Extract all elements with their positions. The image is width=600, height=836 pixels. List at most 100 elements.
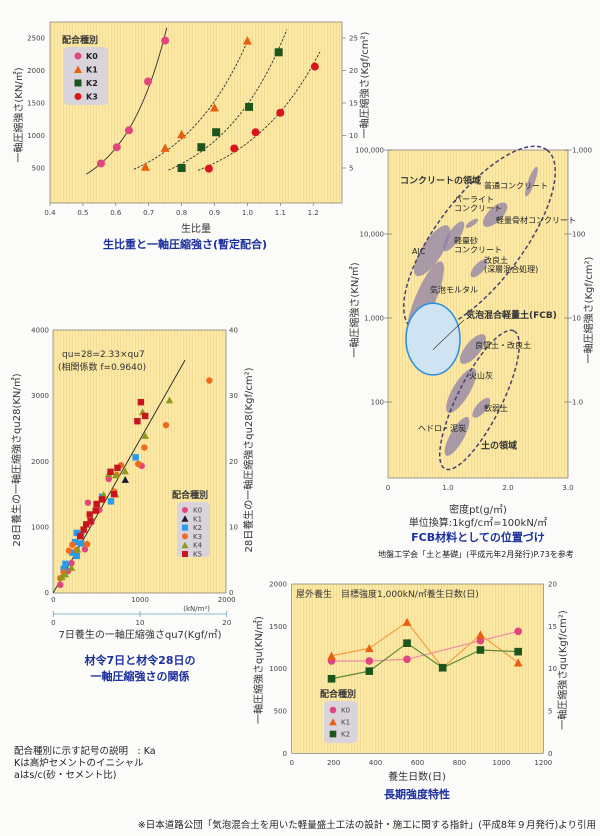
y-axis-label: 一軸圧縮強さ(KN/㎡): [348, 262, 361, 357]
data-point-k0: [57, 581, 64, 589]
x-axis-label: 養生日数(日): [388, 770, 446, 783]
data-point-k5: [107, 468, 114, 476]
data-point-k2: [69, 549, 76, 556]
x-tick-label: 1.2: [308, 209, 319, 217]
fcb-region: [405, 302, 461, 376]
data-point-k0: [476, 636, 485, 645]
data-point-k3: [69, 541, 76, 548]
y-axis-right-label: 28日養生の一軸圧縮強さqu28(Kgf/cm²): [242, 367, 255, 552]
legend-label-k0: K0: [341, 707, 350, 715]
y-tick-label: 1000: [269, 665, 287, 673]
material-blob: [465, 218, 479, 228]
legend-label-k1: K1: [86, 66, 98, 75]
material-blob: [414, 225, 451, 277]
data-point-k3: [83, 540, 91, 548]
y-tick-label: 2000: [27, 67, 45, 75]
data-point-k2: [177, 164, 186, 172]
data-point-k1: [242, 36, 252, 45]
region-label: 土の領域: [481, 439, 517, 451]
legend-marker-k1: [329, 718, 337, 726]
data-point-k5: [134, 418, 141, 425]
legend-label-k2: K2: [341, 731, 350, 739]
legend-label-k3: K3: [193, 533, 202, 541]
y-tick-label: 2000: [31, 458, 49, 466]
legend-marker-k3: [74, 93, 82, 100]
material-label: AlC: [412, 247, 426, 256]
soil-region-outline: [438, 329, 521, 471]
data-point-k0: [514, 627, 522, 636]
y-tick-label: 1500: [269, 623, 287, 631]
data-point-k2: [73, 529, 80, 537]
data-point-k0: [124, 126, 133, 135]
data-point-k0: [96, 159, 105, 168]
data-point-k3: [230, 144, 239, 153]
legend-marker-k0: [329, 706, 337, 714]
material-label: 普通コンクリート: [484, 180, 548, 190]
x-axis-label: 7日養生の一軸圧縮強さqu7(Kgf/㎡): [58, 628, 221, 641]
material-label: コンクリート: [454, 246, 502, 255]
data-point-k4: [61, 570, 70, 578]
chart-fcb-positioning: 密度pt(g/㎥) 単位換算:1kgf/c㎡=100kN/㎡ FCB材料としての…: [348, 145, 595, 559]
fit-curve-k3: [197, 51, 321, 171]
data-point-k0: [105, 475, 112, 483]
data-point-k5: [93, 500, 100, 508]
chart-long-term-strength: 屋外養生 目標強度1,000kN/㎡養生日数(日) 養生日数(日) 長期強度特性…: [252, 580, 569, 801]
x-axis-label: 密度pt(g/㎥): [449, 503, 507, 516]
fcb-label: 気泡混合軽量土(FCB): [466, 309, 557, 321]
material-label: パーライト: [454, 195, 494, 204]
y-right-tick-label: 20: [349, 67, 358, 75]
fcb-leader-line: [432, 319, 465, 350]
x-tick-label: 0: [386, 484, 390, 492]
footer-citation: ※日本道路公団「気泡混合土を用いた軽量盛土工法の設計・施工に関する指針」(平成8…: [138, 819, 596, 831]
x-tick-label: 200: [327, 759, 340, 767]
data-point-k2: [60, 565, 67, 573]
data-point-k3: [141, 444, 148, 451]
x-tick-label: 0: [289, 759, 293, 767]
data-point-k0: [84, 499, 92, 506]
chart-header: 屋外養生 目標強度1,000kN/㎡養生日数(日): [296, 588, 479, 600]
data-point-k1: [476, 630, 485, 639]
legend-label-k5: K5: [193, 551, 202, 559]
y-right-tick-label: 10: [548, 665, 557, 673]
x-unit-label: (kN/m²): [183, 605, 210, 613]
chart-title: FCB材料としての位置づけ: [411, 530, 545, 544]
material-blob: [443, 221, 465, 252]
y-tick-label: 1500: [27, 100, 45, 108]
data-point-k0: [68, 559, 75, 567]
y-right-tick-label: 20: [229, 458, 238, 466]
y-tick-label: 0: [283, 750, 287, 758]
data-point-k2: [71, 538, 79, 546]
y-right-tick-label: 10: [349, 132, 358, 140]
data-point-k2: [107, 498, 115, 505]
legend-label-k0: K0: [193, 507, 202, 515]
x-tick-label: 0: [51, 596, 55, 604]
data-point-k2: [327, 674, 336, 683]
x-tick-label: 1.1: [275, 209, 286, 217]
y-right-tick-label: 10: [572, 315, 581, 323]
data-point-k4: [121, 467, 129, 475]
data-point-k1: [140, 162, 150, 171]
y-tick-label: 10,000: [360, 231, 385, 239]
x-tick-label: 3.0: [562, 484, 573, 492]
material-blob: [472, 397, 491, 418]
data-point-k1: [513, 658, 523, 667]
data-point-k5: [83, 521, 90, 528]
legend-label-k1: K1: [193, 515, 202, 523]
legend-marker-k2: [74, 79, 82, 87]
data-point-k2: [438, 663, 447, 672]
data-point-k2: [73, 552, 80, 560]
series-line-k1: [331, 621, 519, 669]
legend-marker-k0: [74, 52, 82, 60]
chart-specific-gravity-vs-strength: 生比量 生比重と一軸圧縮強さ(暫定配合) 一軸圧縮強さ(KN/㎡) 一軸圧縮強さ…: [12, 21, 371, 251]
material-blob: [525, 166, 538, 197]
chart-title-line-1: 材令7日と材令28日の: [85, 653, 196, 667]
data-point-k2: [212, 128, 221, 137]
legend-marker-k2: [329, 730, 337, 738]
legend-label-k0: K0: [86, 52, 98, 61]
legend-label-k3: K3: [86, 93, 98, 102]
legend-label-k4: K4: [193, 542, 203, 550]
data-point-k2: [132, 454, 139, 461]
legend-marker-k1: [74, 65, 82, 73]
y-tick-label: 1000: [27, 132, 45, 140]
data-point-k0: [112, 143, 121, 152]
